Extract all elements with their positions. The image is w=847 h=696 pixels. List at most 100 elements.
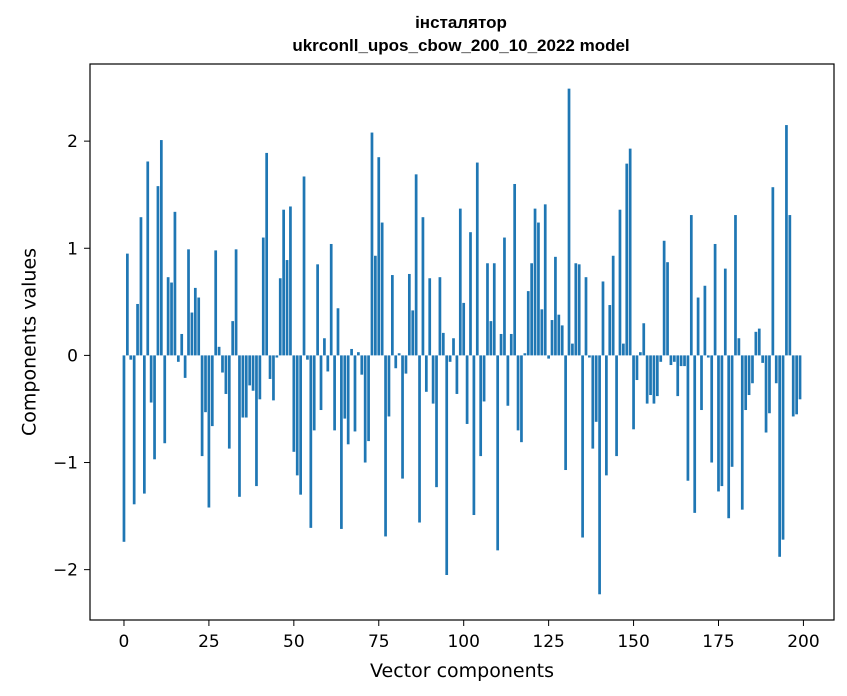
bar [377,157,381,356]
bar [265,152,269,356]
bar [734,215,737,356]
bar [672,355,676,362]
bar [204,355,207,413]
bar [418,355,421,523]
bar [540,309,544,356]
bar [696,297,700,356]
bar [638,352,642,356]
bar [370,132,374,356]
bar [632,355,635,430]
bar [618,209,622,356]
x-tick-label: 50 [283,632,305,652]
bar [435,355,438,488]
bar [221,355,224,373]
bar [591,355,595,449]
bar [611,255,615,356]
bar [537,222,540,356]
bar [149,355,153,403]
bar [530,263,534,356]
bar [666,262,669,356]
bar [227,355,231,449]
bar [357,352,360,356]
x-tick-label: 100 [447,632,479,652]
bar [757,328,761,356]
bar [785,125,788,356]
bar [598,355,601,595]
bar [486,263,489,356]
bar [584,277,588,356]
bar [207,355,211,508]
bar [340,355,343,529]
bar [343,355,347,419]
bar [452,338,455,356]
bar [649,355,652,396]
bar [282,209,286,356]
bar [458,208,462,356]
bar [353,355,357,432]
bar [571,343,574,356]
bar [238,355,241,497]
bar [390,275,394,356]
bar [472,355,476,516]
x-tick-label: 150 [617,632,649,652]
bar [523,353,527,356]
bar [326,355,330,372]
bar [255,355,258,487]
bar [129,355,133,360]
bar [401,355,404,479]
x-tick-label: 200 [787,632,819,652]
bar [683,355,686,367]
bar [469,232,472,356]
bar [744,355,748,411]
bar [278,278,282,356]
bar [126,253,129,356]
bar [778,355,782,557]
bar [445,355,449,576]
chart-title-line-1: інсталятор [415,13,507,32]
bar [503,237,506,356]
bar [153,355,156,460]
bar [730,355,734,467]
bar [635,355,639,381]
bar [543,204,547,356]
bar [560,325,564,356]
bar [438,277,442,356]
bar [492,263,496,356]
bar [295,355,299,476]
bar [306,355,309,360]
bar [798,355,802,400]
bar [710,355,714,463]
y-tick-label: −2 [53,561,78,581]
bar [577,264,581,356]
bar [601,281,605,356]
bar [421,217,425,356]
bar [176,355,180,362]
bar [751,355,754,384]
bar [615,355,618,457]
bar [564,355,567,471]
bar [180,333,184,356]
bar [781,355,785,540]
bar [662,240,666,356]
bar [424,355,428,392]
bar [251,355,255,391]
axis-ticks: 0 25 50 75 100 125 150 175 200 −2 −1 0 1 2 [53,132,820,652]
bar [740,355,744,510]
y-tick-label: 0 [67,346,78,366]
bar [210,355,214,427]
bar [771,187,775,356]
bar [248,355,252,386]
bar [655,355,659,397]
bar [700,355,703,411]
bar [200,355,204,457]
bar [465,355,469,424]
bar [676,355,680,397]
bar [316,264,319,356]
bar [302,176,306,356]
bar [159,140,163,356]
bar [788,215,792,356]
bar [414,174,418,356]
bar [693,355,697,513]
bar [309,355,313,528]
bar [764,355,768,433]
